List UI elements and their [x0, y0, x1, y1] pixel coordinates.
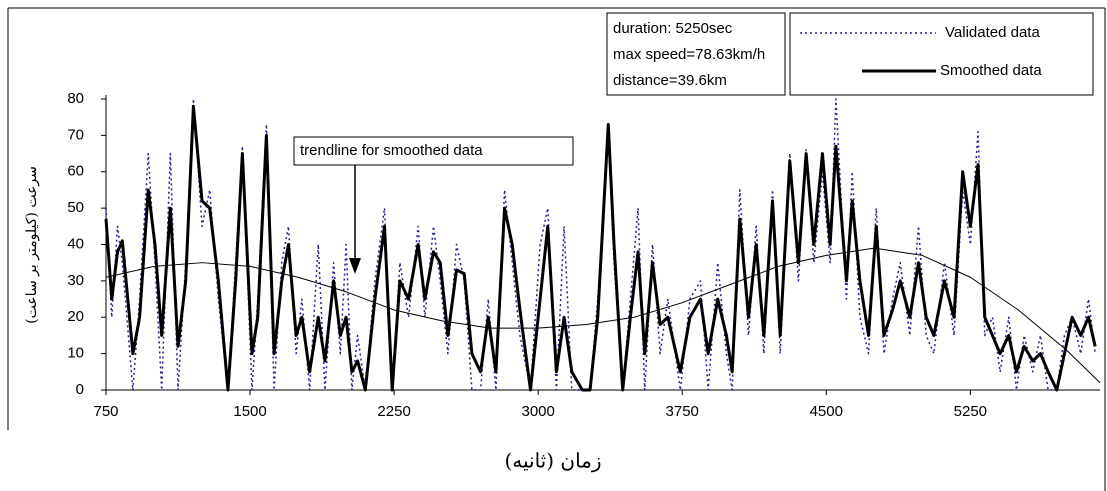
- x-tick-label: 3000: [521, 403, 554, 420]
- stats-text: max speed=78.63km/h: [613, 46, 765, 63]
- legend-label: Validated data: [945, 24, 1040, 41]
- annotation-text: trendline for smoothed data: [300, 142, 483, 159]
- stats-text: duration: 5250sec: [613, 20, 733, 37]
- y-tick-label: 50: [67, 199, 84, 216]
- y-tick-label: 70: [67, 126, 84, 143]
- y-tick-label: 60: [67, 163, 84, 180]
- x-tick-label: 4500: [810, 403, 843, 420]
- y-tick-label: 80: [67, 90, 84, 107]
- legend-label: Smoothed data: [940, 62, 1042, 79]
- x-axis-label: زمان (ثانیه): [504, 449, 601, 473]
- y-tick-label: 0: [76, 381, 84, 398]
- annotation-box: [293, 136, 574, 166]
- legend-box: [789, 12, 1094, 96]
- series-line: [104, 104, 1097, 392]
- x-tick-label: 3750: [666, 403, 699, 420]
- trendline: [105, 247, 1101, 384]
- y-tick-label: 10: [67, 345, 84, 362]
- y-tick-label: 30: [67, 272, 84, 289]
- arrow-head: [349, 258, 361, 274]
- y-tick-label: 40: [67, 235, 84, 252]
- stats-box: [606, 12, 786, 96]
- x-tick-label: 1500: [233, 403, 266, 420]
- y-axis-label: سرعت (کیلومتر بر ساعت): [24, 166, 40, 324]
- x-tick-label: 5250: [954, 403, 987, 420]
- x-tick-label: 2250: [377, 403, 410, 420]
- x-tick-label: 750: [93, 403, 118, 420]
- stats-text: distance=39.6km: [613, 72, 727, 89]
- y-tick-label: 20: [67, 308, 84, 325]
